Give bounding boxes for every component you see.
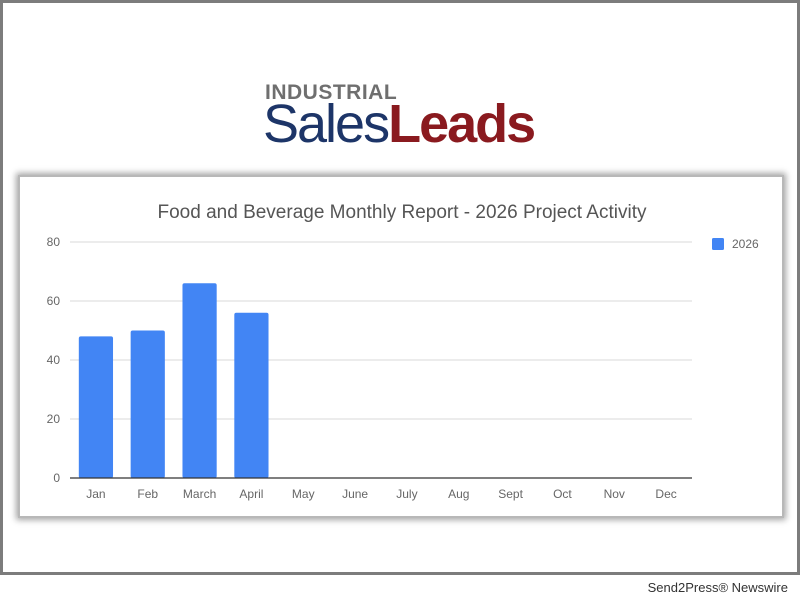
chart-title: Food and Beverage Monthly Report - 2026 … <box>158 202 647 223</box>
bar-chart: Food and Beverage Monthly Report - 2026 … <box>47 202 759 501</box>
x-tick-label: Sept <box>498 487 523 501</box>
y-tick-label: 40 <box>47 353 61 367</box>
bar-march <box>182 283 217 478</box>
logo-salesleads-text: SalesLeads <box>263 94 536 154</box>
x-tick-label: Feb <box>137 487 158 501</box>
logo-industrial-text: INDUSTRIAL <box>265 81 398 104</box>
newswire-credit: Send2Press® Newswire <box>647 580 788 595</box>
logo-leads-text: Leads <box>388 94 536 154</box>
bar-feb <box>130 330 165 478</box>
x-tick-label: Aug <box>448 487 469 501</box>
x-tick-label: Nov <box>604 487 625 501</box>
x-tick-label: May <box>292 487 315 501</box>
x-tick-label: Oct <box>553 487 572 501</box>
bar-april <box>234 312 269 478</box>
legend-swatch <box>712 238 724 250</box>
x-tick-label: Jan <box>86 487 105 501</box>
y-tick-label: 20 <box>47 412 61 426</box>
x-tick-label: April <box>239 487 263 501</box>
x-tick-label: June <box>342 487 368 501</box>
industrial-salesleads-logo: INDUSTRIAL SalesLeads <box>263 81 585 161</box>
y-tick-label: 60 <box>47 294 61 308</box>
logo-sales-text: Sales <box>263 94 390 154</box>
bar-jan <box>78 336 114 478</box>
chart-panel: Food and Beverage Monthly Report - 2026 … <box>18 175 784 518</box>
image-frame: INDUSTRIAL SalesLeads Food and Beverage … <box>0 0 800 575</box>
x-tick-label: July <box>396 487 417 501</box>
x-tick-label: March <box>183 487 216 501</box>
y-tick-label: 0 <box>53 471 60 485</box>
x-tick-label: Dec <box>655 487 676 501</box>
legend-label: 2026 <box>732 237 759 251</box>
y-tick-label: 80 <box>47 235 61 249</box>
